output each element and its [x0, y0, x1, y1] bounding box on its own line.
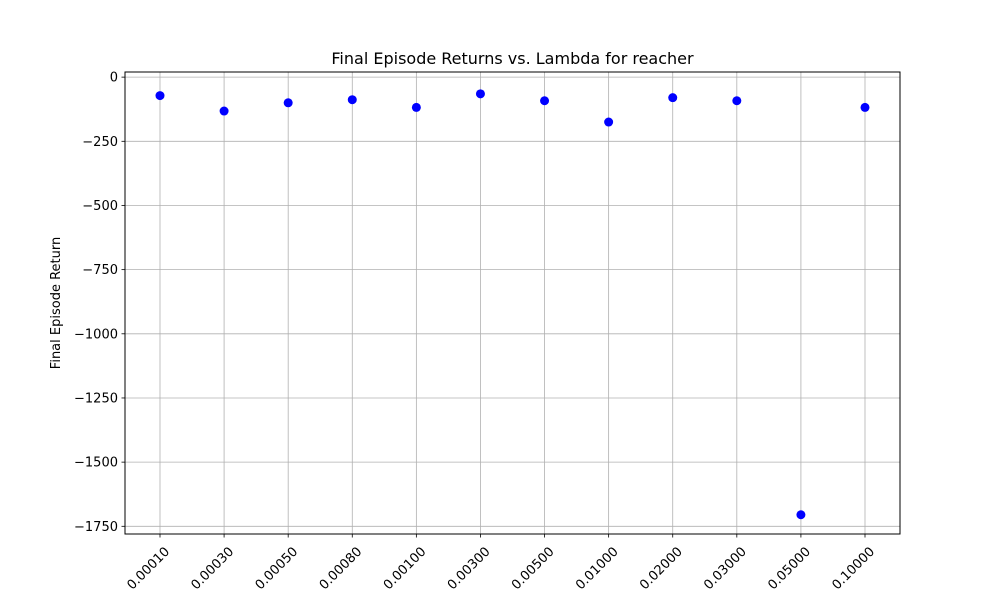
data-points: [155, 89, 870, 520]
y-tick-label: −1500: [74, 456, 118, 471]
plot-frame: [124, 71, 901, 535]
data-point: [732, 96, 742, 106]
y-tick-label: −1000: [74, 327, 118, 342]
y-tick-label: −1250: [74, 391, 118, 406]
data-point: [411, 102, 421, 112]
data-point: [540, 96, 550, 106]
y-axis-label: Final Episode Return: [49, 237, 64, 369]
data-point: [475, 89, 485, 99]
y-tick-label: −500: [82, 199, 118, 214]
data-point: [219, 106, 229, 116]
data-point: [860, 102, 870, 112]
y-axis-ticks: 0 −250 −500 −750 −1000 −1250 −1500 −1750: [74, 71, 125, 535]
y-tick-label: −750: [82, 263, 118, 278]
y-tick-label: 0: [110, 71, 118, 86]
data-point: [668, 93, 678, 103]
data-point: [155, 91, 165, 101]
y-tick-label: −1750: [74, 520, 118, 535]
data-point: [347, 95, 357, 105]
y-tick-label: −250: [82, 135, 118, 150]
data-point: [796, 510, 806, 520]
grid-lines: [125, 72, 900, 534]
chart-title: Final Episode Returns vs. Lambda for rea…: [331, 49, 694, 68]
data-point: [283, 98, 293, 108]
data-point: [604, 117, 614, 127]
